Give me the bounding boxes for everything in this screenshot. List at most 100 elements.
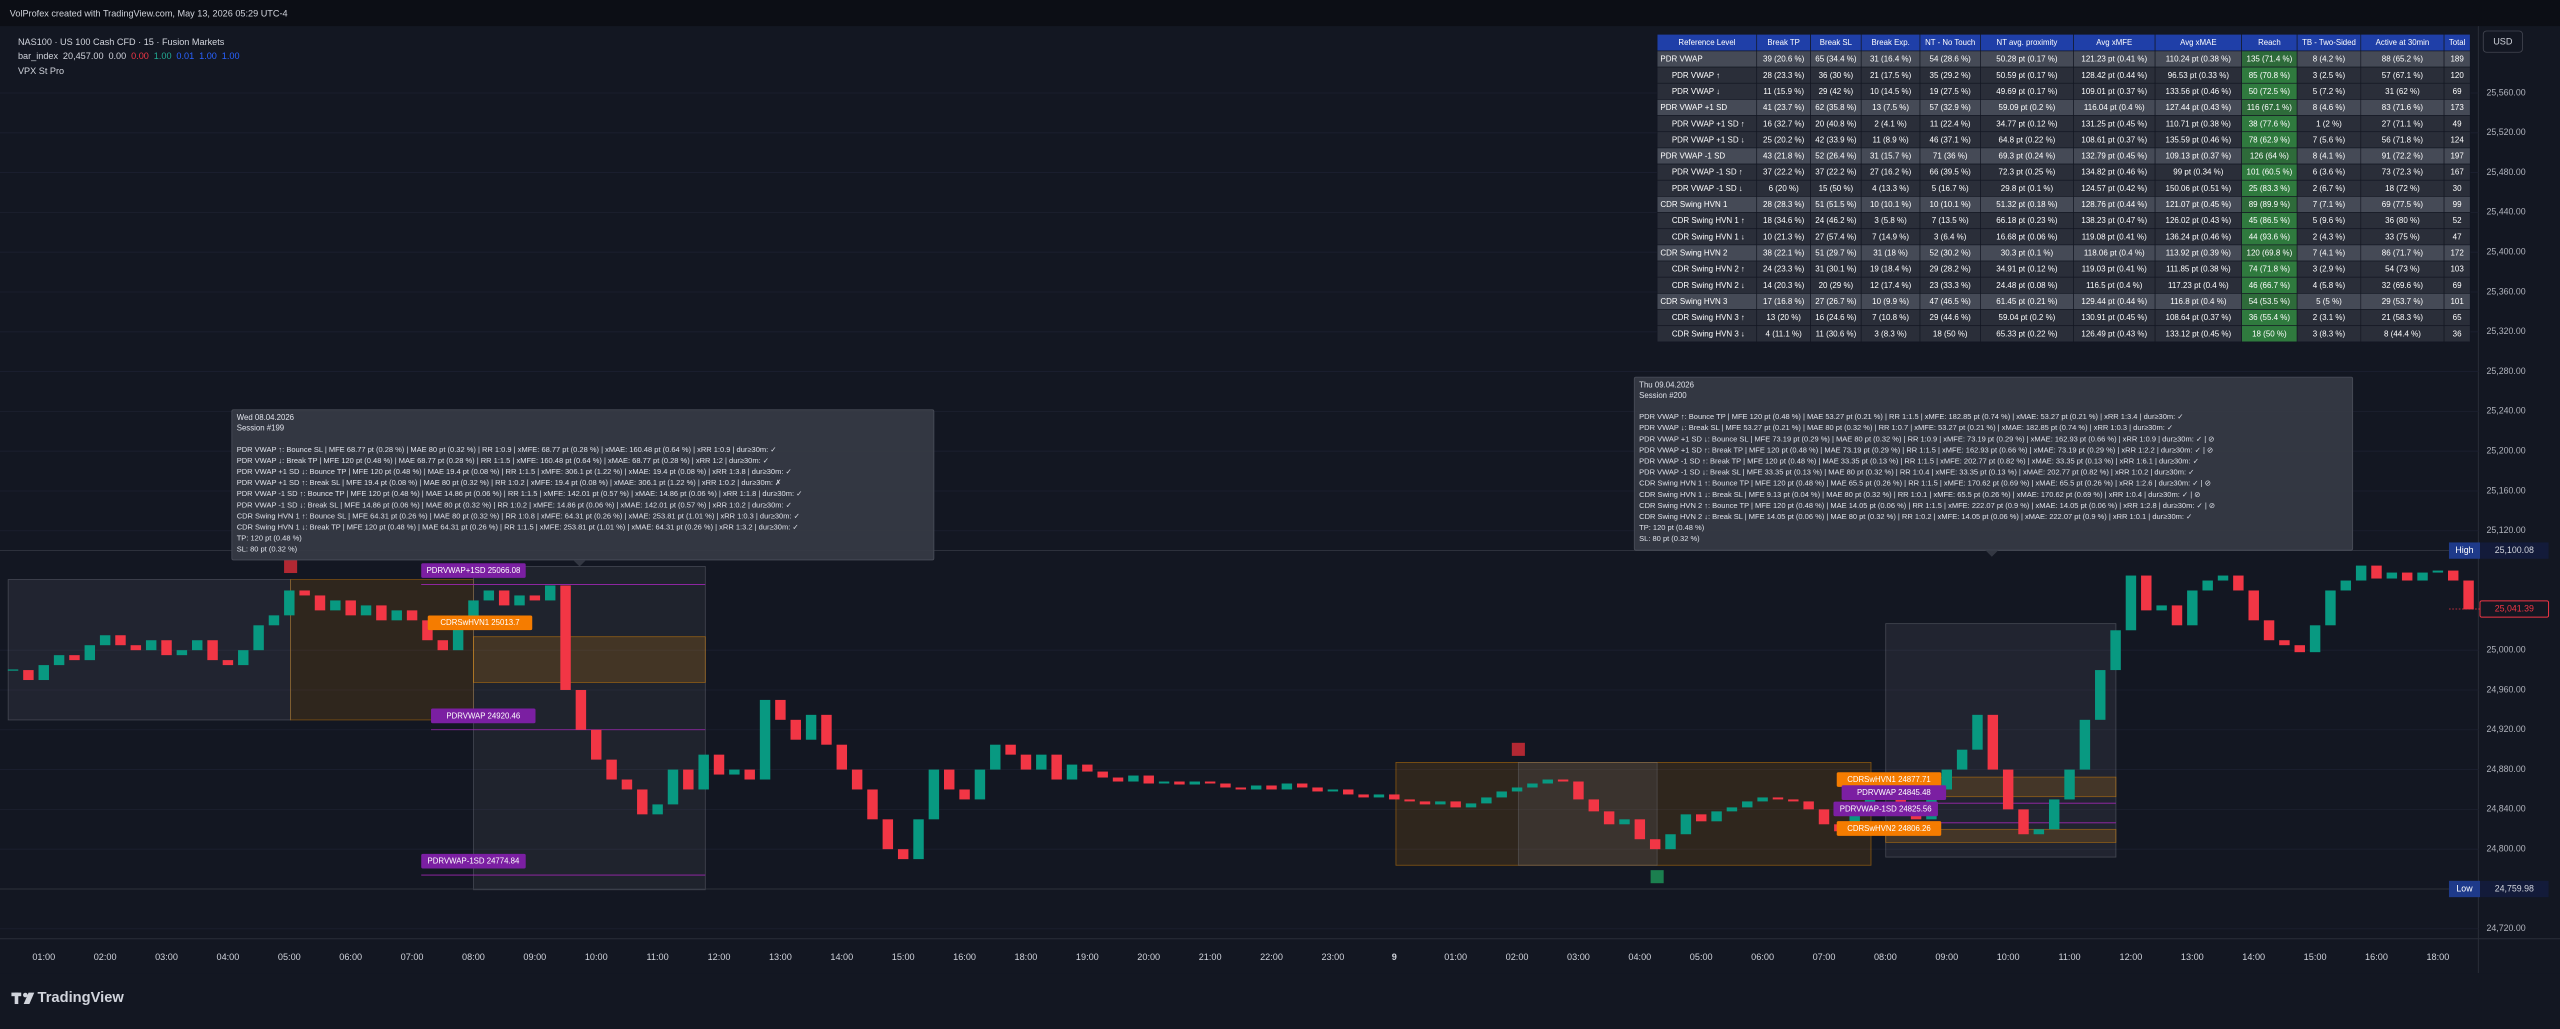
table-cell-text: 52 (26.4 %) <box>1815 152 1857 161</box>
table-cell-text: 29 (28.2 %) <box>1930 265 1972 274</box>
candle <box>1051 754 1062 780</box>
time-tick-label: 12:00 <box>708 952 731 962</box>
table-cell-text: 99 <box>2453 200 2462 209</box>
table-cell-text: 10 (14.5 %) <box>1870 87 1912 96</box>
candle <box>1803 801 1814 810</box>
level-label-bg <box>1836 821 1942 836</box>
candle <box>452 625 464 651</box>
table-cell-text: 21 (17.5 %) <box>1870 71 1912 80</box>
table-cell-text: 29 (44.6 %) <box>1930 313 1972 322</box>
table-cell-text: CDR Swing HVN 1 ↓ <box>1672 232 1745 241</box>
table-cell-text: 33 (75 %) <box>2385 232 2420 241</box>
table-cell-text: 91 (72.2 %) <box>2382 152 2424 161</box>
top-bar <box>0 0 2560 27</box>
tooltip-line: PDR VWAP -1 SD ↓: Break SL | MFE 33.35 p… <box>1639 468 2194 477</box>
last-price-bg <box>2479 600 2550 618</box>
candle <box>1972 714 1983 750</box>
table-cell-text: 54 (28.6 %) <box>1930 55 1972 64</box>
table-header: Reference Level <box>1678 38 1735 47</box>
tooltip-line: PDR VWAP ↑: Bounce SL | MFE 68.77 pt (0.… <box>237 445 777 454</box>
table-cell-text: 113.92 pt (0.39 %) <box>2166 249 2231 258</box>
table-cell-text: 14 (20.3 %) <box>1763 281 1805 290</box>
level-label-bg <box>1833 801 1938 817</box>
table-cell-text: 18 (50 %) <box>2252 329 2287 338</box>
candle <box>867 789 878 820</box>
table-cell-text: 27 (71.1 %) <box>2382 119 2424 128</box>
level-label: PDRVWAP 24845.48 <box>1857 788 1931 797</box>
time-tick-label: 08:00 <box>462 952 485 962</box>
table-cell-text: 88 (65.2 %) <box>2382 55 2424 64</box>
table-cell-text: 110.71 pt (0.38 %) <box>2166 119 2231 128</box>
table-cell-text: 110.24 pt (0.38 %) <box>2166 55 2231 64</box>
level-label-bg <box>1836 772 1942 787</box>
time-tick-label: 13:00 <box>2181 952 2204 962</box>
candle <box>1327 789 1339 792</box>
candle <box>2018 809 2029 835</box>
table-cell-text: 124 <box>2450 135 2464 144</box>
table-cell-text: 66 (39.5 %) <box>1930 168 1972 177</box>
candle <box>974 769 986 800</box>
table-cell-text: 29 (42 %) <box>1819 87 1854 96</box>
time-tick-label: 03:00 <box>155 952 178 962</box>
price-tick-label: 25,160.00 <box>2487 485 2526 495</box>
table-cell-text: 116.04 pt (0.4 %) <box>2084 103 2145 112</box>
candle <box>1511 787 1523 792</box>
candle <box>115 635 126 646</box>
table-cell-text: 57 (67.1 %) <box>2382 71 2424 80</box>
table-cell-text: 69.3 pt (0.24 %) <box>1999 152 2056 161</box>
time-tick-label: 06:00 <box>1751 952 1774 962</box>
tooltip-line: CDR Swing HVN 1 ↓: Break SL | MFE 9.13 p… <box>1639 490 2200 499</box>
stats-table: Reference Level Break TP Break SL Break Exp… <box>1656 33 2471 343</box>
candle <box>667 769 679 805</box>
footer-bar <box>0 973 2560 1029</box>
time-tick-label: 13:00 <box>769 952 792 962</box>
table-cell-text: 61.45 pt (0.21 %) <box>1996 297 2058 306</box>
tooltip-line: PDR VWAP +1 SD ↑: Break SL | MFE 19.4 pt… <box>237 478 782 487</box>
table-cell-text: PDR VWAP <box>1660 55 1702 64</box>
table-cell-text: 69 (77.5 %) <box>2382 200 2424 209</box>
table-cell-text: PDR VWAP ↓ <box>1672 87 1720 96</box>
candle <box>345 600 356 616</box>
brand: TradingView <box>38 990 125 1006</box>
time-tick-label: 05:00 <box>1690 952 1713 962</box>
currency-button[interactable] <box>2482 30 2523 53</box>
table-cell-text: 32 (69.6 %) <box>2382 281 2424 290</box>
table-cell-text: 5 (5 %) <box>2316 297 2342 306</box>
time-tick-label: 01:00 <box>32 952 55 962</box>
table-cell-text: 132.79 pt (0.45 %) <box>2081 152 2147 161</box>
candle <box>1112 777 1124 782</box>
candle <box>2125 575 2137 631</box>
table-header: Avg xMFE <box>2096 38 2132 47</box>
candle <box>2309 625 2321 653</box>
candle <box>1634 819 1646 840</box>
candle <box>192 640 203 651</box>
table-cell-text: 11 (22.4 %) <box>1930 119 1971 128</box>
time-tick-label: 21:00 <box>1199 952 1222 962</box>
table-cell-text: 119.08 pt (0.41 %) <box>2082 232 2147 241</box>
table-cell-text: 23 (33.3 %) <box>1930 281 1972 290</box>
currency[interactable]: USD <box>2493 37 2513 47</box>
candle <box>606 759 617 780</box>
indicator-legend: bar_index 20,457.00 0.00 0.00 1.00 0.01 1.00 1.… <box>18 52 240 62</box>
candle <box>1435 801 1446 805</box>
candle <box>575 689 587 730</box>
candle <box>2202 580 2213 591</box>
candle <box>1358 794 1369 798</box>
table-cell-text: 11 (15.9 %) <box>1763 87 1804 96</box>
table-header: Active at 30min <box>2376 38 2430 47</box>
candle <box>1281 783 1293 790</box>
time-tick-label: 04:00 <box>1628 952 1651 962</box>
candle <box>2263 620 2275 641</box>
table-cell-text: 126.02 pt (0.43 %) <box>2166 216 2232 225</box>
candle <box>1082 764 1093 772</box>
time-tick-label: 16:00 <box>2365 952 2388 962</box>
candle <box>483 590 495 601</box>
table-cell-text: 126 (64 %) <box>2250 152 2289 161</box>
time-tick-label: 14:00 <box>2242 952 2265 962</box>
candle <box>176 650 188 656</box>
table-cell-text: 7 (13.5 %) <box>1932 216 1969 225</box>
high-value-bg <box>2480 542 2549 559</box>
table-cell-text: 124.57 pt (0.42 %) <box>2081 184 2147 193</box>
level-label-bg <box>1841 785 1947 800</box>
